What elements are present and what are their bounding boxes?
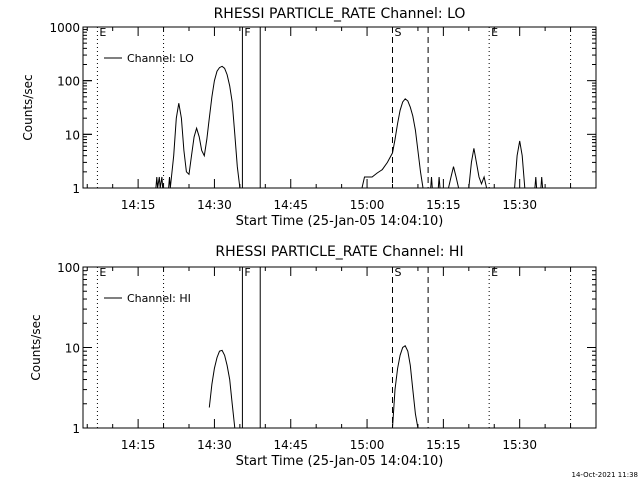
- x-tick-label: 15:30: [502, 438, 537, 452]
- x-tick-label: 14:15: [121, 198, 156, 212]
- marker-label: E: [99, 26, 106, 39]
- y-tick-label: 10: [65, 342, 80, 356]
- x-tick-label: 14:30: [197, 438, 232, 452]
- x-tick-label: 14:45: [273, 438, 308, 452]
- chart-title: RHESSI PARTICLE_RATE Channel: LO: [214, 6, 466, 22]
- x-tick-label: 15:00: [350, 438, 385, 452]
- legend-label: Channel: HI: [127, 292, 191, 305]
- footer-timestamp: 14-Oct-2021 11:38: [571, 471, 638, 479]
- marker-label: F: [244, 26, 250, 39]
- marker-label: S: [394, 266, 401, 279]
- y-tick-label: 10: [65, 128, 80, 142]
- x-axis-label: Start Time (25-Jan-05 14:04:10): [236, 454, 444, 469]
- y-tick-label: 1: [72, 182, 80, 196]
- marker-label: F: [244, 266, 250, 279]
- x-tick-label: 15:30: [502, 198, 537, 212]
- y-axis-label: Counts/sec: [29, 314, 43, 380]
- x-tick-label: 15:15: [426, 198, 461, 212]
- x-axis-label: Start Time (25-Jan-05 14:04:10): [236, 214, 444, 229]
- marker-label: E: [99, 266, 106, 279]
- chart-title: RHESSI PARTICLE_RATE Channel: HI: [215, 244, 463, 260]
- y-axis-label: Counts/sec: [21, 74, 35, 140]
- y-tick-label: 1000: [49, 21, 80, 35]
- x-tick-label: 15:00: [350, 198, 385, 212]
- x-tick-label: 15:15: [426, 438, 461, 452]
- x-tick-label: 14:45: [273, 198, 308, 212]
- marker-label: E: [491, 266, 498, 279]
- x-tick-label: 14:30: [197, 198, 232, 212]
- y-tick-label: 100: [57, 261, 80, 275]
- legend-label: Channel: LO: [127, 52, 194, 65]
- y-tick-label: 100: [57, 75, 80, 89]
- marker-label: E: [491, 26, 498, 39]
- series-line: [208, 345, 419, 429]
- y-tick-label: 1: [72, 422, 80, 436]
- marker-label: S: [394, 26, 401, 39]
- x-tick-label: 14:15: [121, 438, 156, 452]
- series-line: [155, 65, 544, 189]
